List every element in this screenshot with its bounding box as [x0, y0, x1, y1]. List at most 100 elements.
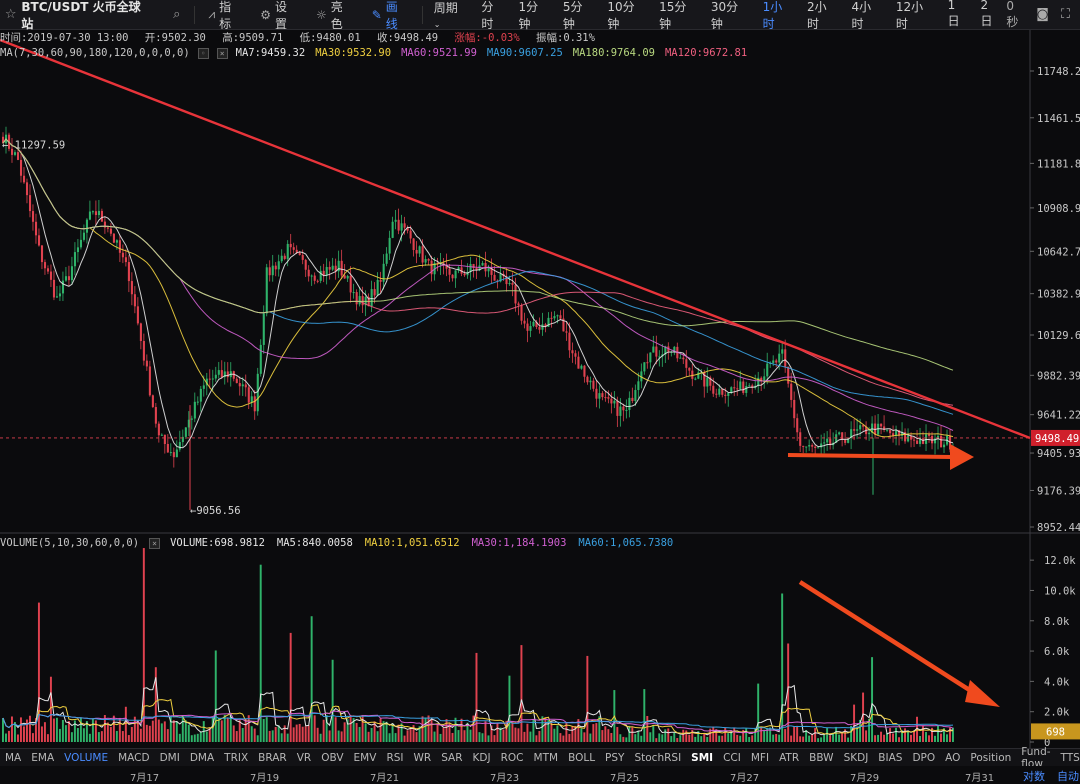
volume-bar	[568, 733, 571, 742]
candle-body	[235, 378, 238, 384]
candle-body	[238, 383, 241, 387]
indicator-tab[interactable]: KDJ	[472, 751, 491, 764]
indicator-tab[interactable]: Position	[970, 751, 1012, 764]
auto-scale-button[interactable]: 自动	[1057, 770, 1079, 783]
volume-tick-label: 12.0k	[1044, 555, 1076, 567]
indicator-tab[interactable]: BOLL	[568, 751, 596, 764]
period-tab[interactable]: 4小时	[851, 0, 872, 31]
candle-body	[76, 247, 80, 253]
period-tab[interactable]: 2小时	[807, 0, 827, 31]
volume-bar	[757, 683, 760, 742]
volume-bar	[856, 726, 859, 742]
indicator-tab[interactable]: BIAS	[878, 751, 903, 764]
indicator-tab[interactable]: CCI	[723, 751, 741, 764]
price-tick-label: 9176.39	[1037, 485, 1080, 497]
period-dropdown[interactable]: 周期 ⌄	[427, 0, 475, 30]
indicator-tab[interactable]: MTM	[533, 751, 559, 764]
search-icon[interactable]: ⌕	[173, 7, 181, 22]
volume-bar	[193, 734, 196, 742]
indicator-tab[interactable]: MFI	[750, 751, 770, 764]
indicator-tab[interactable]: SMI	[691, 751, 714, 764]
indicator-tab[interactable]: EMV	[353, 751, 377, 764]
ma-params[interactable]: MA(7,30,60,90,180,120,0,0,0,0)	[0, 47, 190, 59]
indicator-tab[interactable]: MA	[5, 751, 22, 764]
candle-body	[346, 275, 349, 279]
current-volume-badge	[1031, 723, 1080, 740]
candle-body	[586, 376, 589, 383]
candle-body	[358, 296, 361, 305]
volume-bar	[901, 730, 904, 742]
candle-body	[280, 255, 283, 262]
indicator-tab[interactable]: SAR	[441, 751, 463, 764]
symbol-title[interactable]: BTC/USDT 火币全球站	[21, 0, 141, 31]
volume-bar	[793, 726, 796, 742]
indicator-tab[interactable]: ATR	[779, 751, 800, 764]
period-tab[interactable]: 1分钟	[518, 0, 539, 31]
indicator-tab[interactable]: BBW	[809, 751, 834, 764]
volume-bar	[367, 731, 370, 742]
candle-body	[514, 284, 517, 304]
indicator-tab[interactable]: ROC	[500, 751, 524, 764]
candle-body	[853, 429, 856, 431]
camera-icon[interactable]: ◙	[1036, 7, 1049, 22]
indicator-tab[interactable]: EMA	[31, 751, 55, 764]
indicator-tab[interactable]: OBV	[321, 751, 344, 764]
indicator-tab[interactable]: RSI	[386, 751, 404, 764]
indicator-tab[interactable]: DMI	[159, 751, 180, 764]
candle-body	[394, 219, 397, 222]
volume-bar	[784, 729, 787, 742]
indicator-tab[interactable]: DMA	[189, 751, 215, 764]
trend-line	[0, 38, 1031, 440]
light-theme-button[interactable]: ☼ 亮色	[307, 0, 363, 31]
drawn-arrow	[798, 580, 984, 700]
fullscreen-icon[interactable]: ⛶	[1060, 7, 1070, 22]
indicator-tab[interactable]: BRAR	[258, 751, 287, 764]
volume-bar	[493, 735, 496, 742]
period-tab[interactable]: 分时	[481, 0, 494, 31]
star-icon[interactable]: ☆	[4, 7, 17, 22]
settings-button[interactable]: ⚙ 设置	[251, 0, 307, 31]
indicator-tab[interactable]: PSY	[605, 751, 625, 764]
indicator-tab[interactable]: DPO	[912, 751, 936, 764]
period-tab[interactable]: 1小时	[762, 0, 783, 31]
eye-icon[interactable]: ◦	[197, 47, 209, 59]
indicator-tab[interactable]: TTSI	[1060, 751, 1080, 764]
volume-bar	[76, 728, 79, 742]
indicator-tab[interactable]: StochRSI	[634, 751, 682, 764]
volume-bar	[823, 734, 826, 742]
draw-line-button[interactable]: ✎ 画线	[363, 0, 418, 31]
candle-body	[424, 259, 427, 263]
period-tab[interactable]: 15分钟	[659, 0, 687, 31]
indicator-tab[interactable]: VR	[296, 751, 312, 764]
candle-body	[283, 255, 286, 259]
volume-bar	[799, 736, 802, 742]
period-tab[interactable]: 30分钟	[710, 0, 739, 31]
indicator-tab[interactable]: AO	[945, 751, 961, 764]
period-tab[interactable]: 1日	[947, 0, 960, 28]
period-tab[interactable]: 2日	[980, 0, 993, 28]
candle-body	[808, 445, 811, 447]
indicator-button[interactable]: ⩘ 指标	[199, 0, 251, 31]
candle-body	[292, 247, 295, 250]
candle-body	[784, 349, 787, 367]
volume-bar	[895, 727, 898, 742]
volume-value: MA10:1,051.6512	[364, 537, 460, 549]
candle-body	[859, 425, 862, 430]
period-tab[interactable]: 12小时	[895, 0, 924, 31]
log-scale-button[interactable]: 对数	[1023, 770, 1045, 783]
volume-params[interactable]: VOLUME(5,10,30,60,0,0)	[0, 537, 140, 549]
kline-chart[interactable]: 11748.26 11461.53 11181.82 10908.94 10642.71…	[0, 30, 1080, 750]
indicator-tab[interactable]: TRIX	[224, 751, 249, 764]
period-tab[interactable]: 5分钟	[562, 0, 583, 31]
volume-bar	[838, 734, 841, 742]
indicator-tab[interactable]: SKDJ	[843, 751, 869, 764]
candle-body	[598, 393, 601, 399]
indicator-tab[interactable]: WR	[413, 751, 432, 764]
close-icon[interactable]: ×	[149, 537, 161, 549]
period-tab[interactable]: 10分钟	[607, 0, 635, 31]
close-icon[interactable]: ×	[216, 47, 228, 59]
indicator-tab[interactable]: VOLUME	[64, 751, 109, 764]
candle-body	[679, 357, 682, 359]
candle-body	[538, 327, 541, 330]
indicator-tab[interactable]: MACD	[118, 751, 150, 764]
